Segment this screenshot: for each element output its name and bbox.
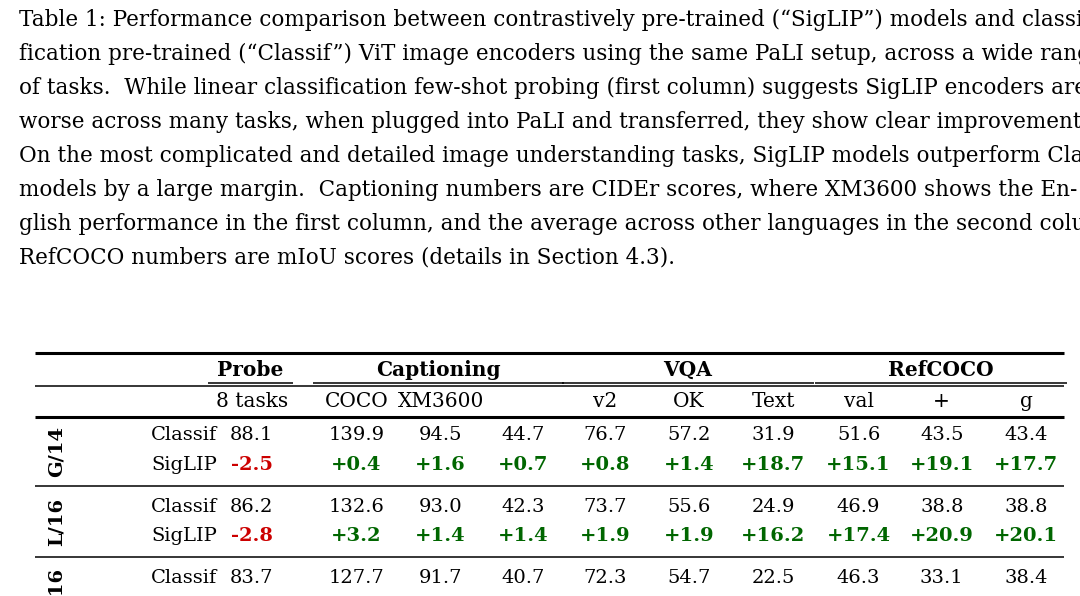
Text: 54.7: 54.7 (667, 569, 711, 587)
Text: worse across many tasks, when plugged into PaLI and transferred, they show clear: worse across many tasks, when plugged in… (19, 111, 1080, 133)
Text: SigLIP: SigLIP (151, 456, 217, 474)
Text: glish performance in the first column, and the average across other languages in: glish performance in the first column, a… (19, 213, 1080, 235)
Text: Classif: Classif (151, 569, 217, 587)
Text: +20.9: +20.9 (909, 527, 974, 545)
Text: +17.4: +17.4 (826, 527, 891, 545)
Text: 132.6: 132.6 (328, 498, 384, 516)
Text: On the most complicated and detailed image understanding tasks, SigLIP models ou: On the most complicated and detailed ima… (19, 145, 1080, 167)
Text: 55.6: 55.6 (667, 498, 711, 516)
Text: XM3600: XM3600 (397, 392, 484, 411)
Text: +0.7: +0.7 (498, 456, 548, 474)
Text: 22.5: 22.5 (752, 569, 795, 587)
Text: g: g (1020, 392, 1032, 411)
Text: 86.2: 86.2 (230, 498, 273, 516)
Text: +: + (933, 392, 950, 411)
Text: 93.0: 93.0 (419, 498, 462, 516)
Text: Captioning: Captioning (376, 359, 501, 380)
Text: 33.1: 33.1 (920, 569, 963, 587)
Text: 127.7: 127.7 (328, 569, 384, 587)
Text: 40.7: 40.7 (501, 569, 544, 587)
Text: +3.2: +3.2 (332, 527, 381, 545)
Text: 139.9: 139.9 (328, 426, 384, 444)
Text: 46.3: 46.3 (837, 569, 880, 587)
Text: 72.3: 72.3 (583, 569, 626, 587)
Text: +1.4: +1.4 (416, 527, 465, 545)
Text: -2.8: -2.8 (231, 527, 272, 545)
Text: RefCOCO: RefCOCO (889, 359, 994, 380)
Text: +0.8: +0.8 (580, 456, 630, 474)
Text: 43.5: 43.5 (920, 426, 963, 444)
Text: 76.7: 76.7 (583, 426, 626, 444)
Text: 8 tasks: 8 tasks (216, 392, 287, 411)
Text: +19.1: +19.1 (909, 456, 974, 474)
Text: +1.9: +1.9 (580, 527, 630, 545)
Text: G/14: G/14 (48, 426, 65, 477)
Text: Probe: Probe (217, 359, 284, 380)
Text: +20.1: +20.1 (994, 527, 1058, 545)
Text: L/16: L/16 (48, 498, 65, 545)
Text: +1.9: +1.9 (664, 527, 714, 545)
Text: 42.3: 42.3 (501, 498, 544, 516)
Text: 24.9: 24.9 (752, 498, 795, 516)
Text: 73.7: 73.7 (583, 498, 626, 516)
Text: 46.9: 46.9 (837, 498, 880, 516)
Text: val: val (843, 392, 874, 411)
Text: +1.4: +1.4 (664, 456, 714, 474)
Text: Classif: Classif (151, 426, 217, 444)
Text: +18.7: +18.7 (741, 456, 806, 474)
Text: -2.5: -2.5 (231, 456, 272, 474)
Text: fication pre-trained (“Classif”) ViT image encoders using the same PaLI setup, a: fication pre-trained (“Classif”) ViT ima… (19, 43, 1080, 65)
Text: +1.4: +1.4 (498, 527, 548, 545)
Text: Classif: Classif (151, 498, 217, 516)
Text: Text: Text (752, 392, 795, 411)
Text: OK: OK (673, 392, 705, 411)
Text: 38.4: 38.4 (1004, 569, 1048, 587)
Text: 91.7: 91.7 (419, 569, 462, 587)
Text: B/16: B/16 (48, 567, 65, 596)
Text: +1.6: +1.6 (416, 456, 465, 474)
Text: +17.7: +17.7 (994, 456, 1058, 474)
Text: 31.9: 31.9 (752, 426, 795, 444)
Text: models by a large margin.  Captioning numbers are CIDEr scores, where XM3600 sho: models by a large margin. Captioning num… (19, 179, 1078, 201)
Text: 43.4: 43.4 (1004, 426, 1048, 444)
Text: +0.4: +0.4 (332, 456, 381, 474)
Text: 57.2: 57.2 (667, 426, 711, 444)
Text: 88.1: 88.1 (230, 426, 273, 444)
Text: COCO: COCO (324, 392, 389, 411)
Text: VQA: VQA (663, 359, 713, 380)
Text: of tasks.  While linear classification few-shot probing (first column) suggests : of tasks. While linear classification fe… (19, 77, 1080, 99)
Text: 38.8: 38.8 (1004, 498, 1048, 516)
Text: 38.8: 38.8 (920, 498, 963, 516)
Text: 51.6: 51.6 (837, 426, 880, 444)
Text: RefCOCO numbers are mIoU scores (details in Section 4.3).: RefCOCO numbers are mIoU scores (details… (19, 247, 675, 269)
Text: v2: v2 (593, 392, 617, 411)
Text: 83.7: 83.7 (230, 569, 273, 587)
Text: +16.2: +16.2 (741, 527, 806, 545)
Text: 94.5: 94.5 (419, 426, 462, 444)
Text: SigLIP: SigLIP (151, 527, 217, 545)
Text: 44.7: 44.7 (501, 426, 544, 444)
Text: Table 1: Performance comparison between contrastively pre-trained (“SigLIP”) mod: Table 1: Performance comparison between … (19, 9, 1080, 31)
Text: +15.1: +15.1 (826, 456, 891, 474)
